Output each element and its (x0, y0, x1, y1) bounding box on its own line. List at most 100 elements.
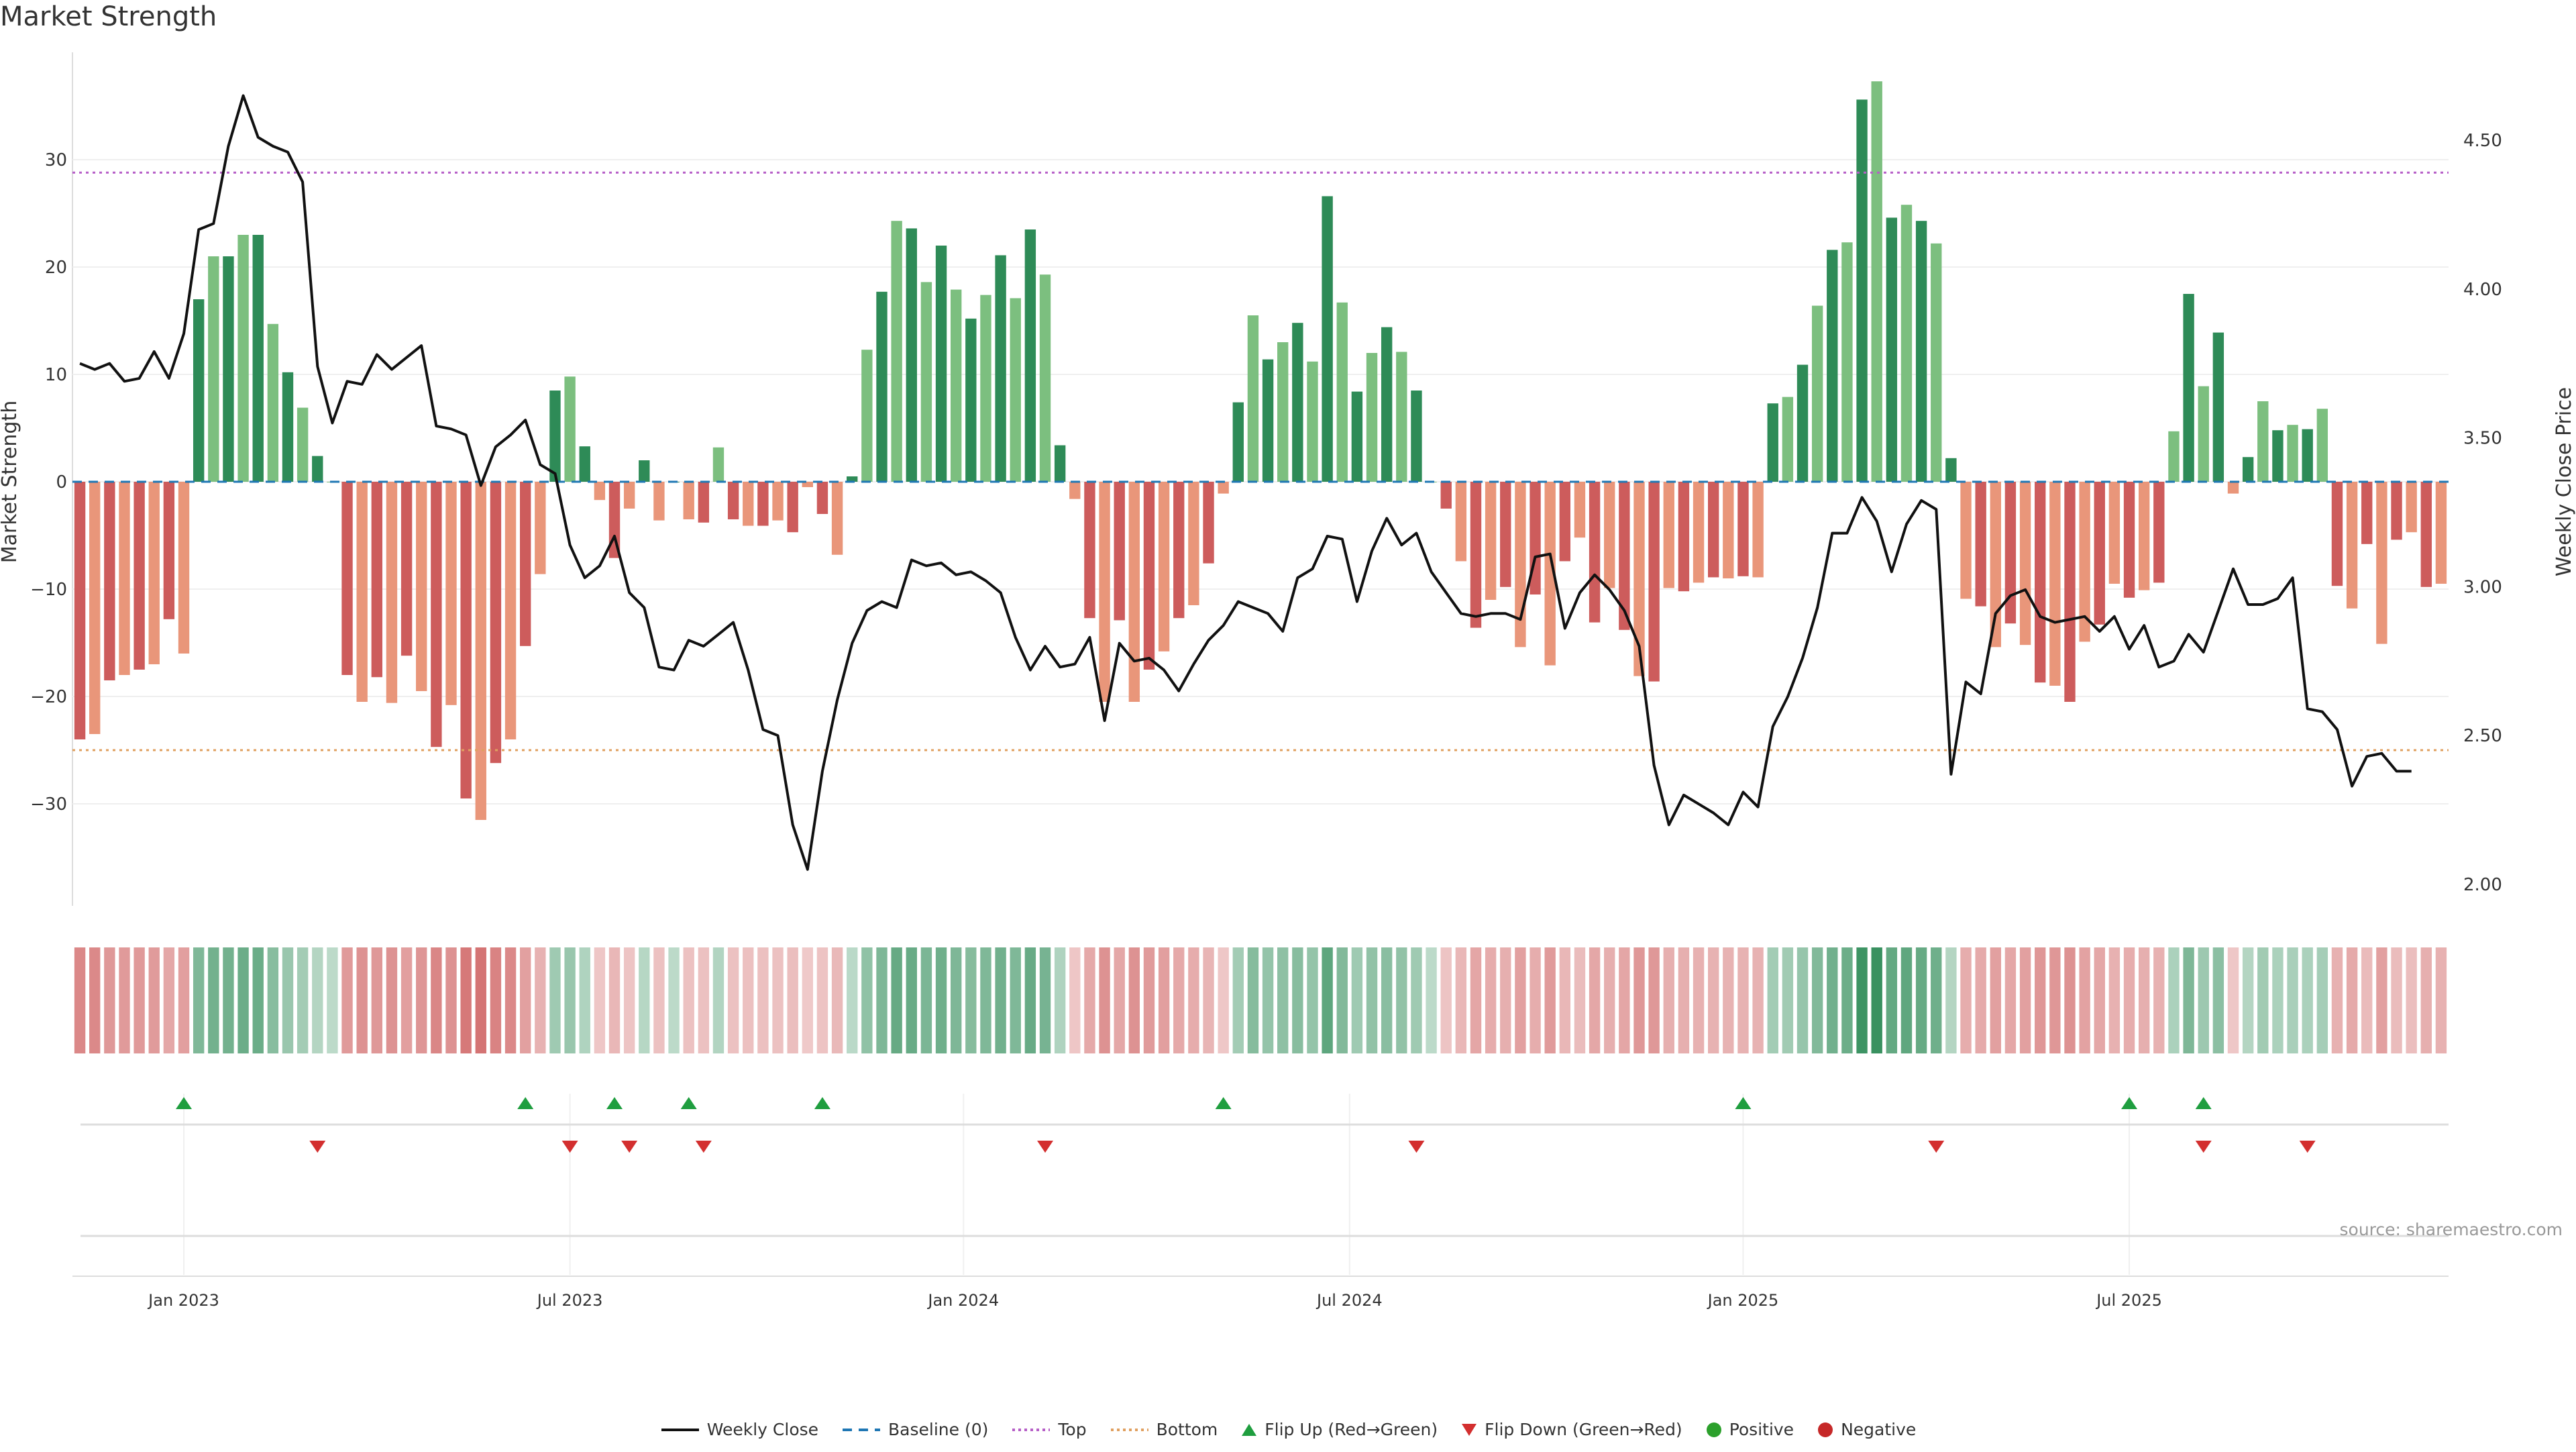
strength-bar (445, 482, 457, 705)
heat-strip-cell (2094, 947, 2105, 1053)
heat-strip-cell (1886, 947, 1898, 1053)
strength-bar (1128, 482, 1140, 702)
y-left-tick-label: 30 (45, 150, 67, 170)
strength-bar (787, 482, 798, 533)
heat-strip-cell (1069, 947, 1081, 1053)
heat-strip-cell (1084, 947, 1095, 1053)
heat-strip-cell (208, 947, 219, 1053)
dotted-line-icon (1110, 1428, 1148, 1431)
strength-bar (1752, 482, 1764, 578)
strength-bar (2272, 430, 2284, 482)
flip-up-marker (1735, 1097, 1752, 1109)
heat-strip-cell (282, 947, 294, 1053)
heat-strip-cell (2227, 947, 2239, 1053)
x-tick-label: Jan 2024 (926, 1291, 999, 1310)
strength-bar (2435, 482, 2447, 584)
strength-bar (2242, 457, 2254, 482)
strength-bar (208, 256, 219, 482)
strength-bar (639, 460, 650, 482)
x-tick-label: Jan 2025 (1707, 1291, 1779, 1310)
heat-strip-cell (816, 947, 828, 1053)
triangle-up-icon (1242, 1423, 1257, 1436)
strength-bar (1455, 482, 1467, 562)
heat-strip-cell (639, 947, 650, 1053)
heat-strip-cell (727, 947, 739, 1053)
legend-item: Flip Up (Red→Green) (1240, 1420, 1438, 1439)
strength-bar (2227, 482, 2239, 494)
strength-bar (965, 318, 977, 482)
strength-bar (2138, 482, 2150, 590)
strength-bar (1648, 482, 1660, 682)
strength-bar (193, 299, 205, 482)
heat-strip-cell (2183, 947, 2194, 1053)
strength-bar (341, 482, 353, 675)
circle-icon (1818, 1422, 1833, 1437)
strength-bar (1589, 482, 1601, 623)
flip-down-marker (1037, 1141, 1054, 1153)
strength-bar (1886, 217, 1898, 482)
heat-strip-cell (1931, 947, 1942, 1053)
heat-strip-cell (416, 947, 427, 1053)
heat-strip-cell (1960, 947, 1972, 1053)
weekly-close-line (79, 94, 2412, 871)
heat-strip-cell (2435, 947, 2447, 1053)
heat-strip-cell (1277, 947, 1289, 1053)
heat-strip-cell (861, 947, 873, 1053)
strength-bar (1827, 250, 1838, 482)
heat-strip-cell (1262, 947, 1274, 1053)
chart-legend: Weekly Close Baseline (0) Top Bottom Flip Up… (0, 1420, 2576, 1443)
strength-bar (267, 323, 279, 482)
heat-strip-cell (193, 947, 205, 1053)
strength-bar (1292, 323, 1303, 482)
flip-up-marker (606, 1097, 623, 1109)
heat-strip-cell (1336, 947, 1348, 1053)
y-left-axis-label: Market Strength (0, 401, 21, 563)
heat-strip-cell (2108, 947, 2121, 1053)
heat-strip-cell (1811, 947, 1823, 1053)
strength-bar (1856, 99, 1868, 482)
heat-strip-cell (2035, 947, 2046, 1053)
flip-up-marker (1215, 1097, 1232, 1109)
heat-strip-cell (2391, 947, 2402, 1053)
heat-strip-cell (1218, 947, 1229, 1053)
heat-strip-cell (1143, 947, 1155, 1053)
heat-strip-cell (1426, 947, 1437, 1053)
strength-bar (1485, 482, 1497, 600)
heat-strip-cell (1485, 947, 1497, 1053)
strength-bar (163, 482, 175, 619)
heat-strip-cell (594, 947, 606, 1053)
heat-strip-cell (1039, 947, 1051, 1053)
flip-down-marker (1928, 1141, 1945, 1153)
strength-bar (416, 482, 427, 691)
heat-strip-cell (668, 947, 680, 1053)
strength-bar (1960, 482, 1972, 599)
heat-strip-cell (1470, 947, 1482, 1053)
heat-strip-cell (163, 947, 175, 1053)
strength-bar (520, 482, 531, 646)
strength-bar (1708, 482, 1719, 578)
strength-bar (535, 482, 546, 574)
heat-strip-cell (1856, 947, 1868, 1053)
heat-strip-cell (119, 947, 130, 1053)
strength-bar (1796, 364, 1809, 482)
y-right-tick-label: 2.50 (2463, 726, 2502, 746)
heat-strip-cell (1544, 947, 1556, 1053)
heat-strip-cell (2064, 947, 2076, 1053)
heat-strip-cell (133, 947, 145, 1053)
y-left-tick-label: 0 (56, 472, 67, 492)
strength-bar (1693, 482, 1705, 583)
strength-bar (1143, 482, 1155, 670)
strength-bar (1544, 482, 1556, 666)
x-tick-label: Jul 2025 (2095, 1291, 2162, 1310)
heat-strip-cell (371, 947, 383, 1053)
heat-strip-cell (475, 947, 486, 1053)
strength-bar (371, 482, 383, 678)
strength-bar (2153, 482, 2165, 583)
strength-bar (1811, 305, 1823, 482)
strength-bar (1440, 482, 1452, 509)
heat-strip-cell (445, 947, 457, 1053)
heat-strip-cell (950, 947, 962, 1053)
heat-strip-cell (831, 947, 843, 1053)
